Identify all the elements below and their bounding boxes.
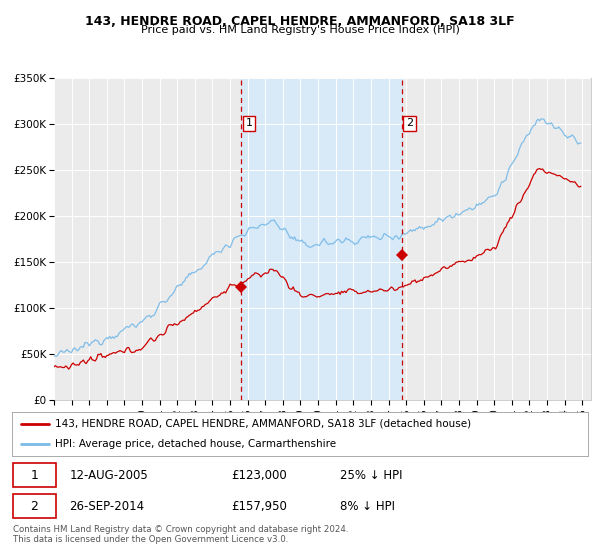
Text: 26-SEP-2014: 26-SEP-2014 <box>70 500 145 512</box>
Text: £123,000: £123,000 <box>231 469 287 482</box>
Text: 1: 1 <box>245 119 253 128</box>
FancyBboxPatch shape <box>13 463 56 487</box>
Text: £157,950: £157,950 <box>231 500 287 512</box>
Text: HPI: Average price, detached house, Carmarthenshire: HPI: Average price, detached house, Carm… <box>55 439 337 449</box>
Text: 12-AUG-2005: 12-AUG-2005 <box>70 469 148 482</box>
Text: 143, HENDRE ROAD, CAPEL HENDRE, AMMANFORD, SA18 3LF: 143, HENDRE ROAD, CAPEL HENDRE, AMMANFOR… <box>85 15 515 27</box>
Text: 8% ↓ HPI: 8% ↓ HPI <box>340 500 395 512</box>
Text: 2: 2 <box>406 119 413 128</box>
Bar <box>241 78 401 400</box>
Text: 25% ↓ HPI: 25% ↓ HPI <box>340 469 403 482</box>
Text: Price paid vs. HM Land Registry's House Price Index (HPI): Price paid vs. HM Land Registry's House … <box>140 25 460 35</box>
Text: 1: 1 <box>31 469 38 482</box>
FancyBboxPatch shape <box>13 494 56 518</box>
Text: Contains HM Land Registry data © Crown copyright and database right 2024.
This d: Contains HM Land Registry data © Crown c… <box>13 525 349 544</box>
Text: 2: 2 <box>31 500 38 512</box>
Text: 143, HENDRE ROAD, CAPEL HENDRE, AMMANFORD, SA18 3LF (detached house): 143, HENDRE ROAD, CAPEL HENDRE, AMMANFOR… <box>55 419 472 429</box>
